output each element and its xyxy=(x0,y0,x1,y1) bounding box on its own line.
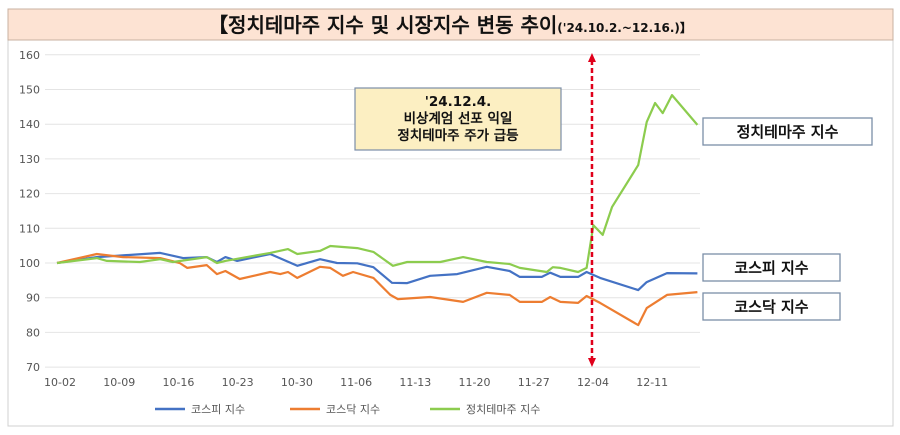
x-tick-label: 11-27 xyxy=(518,376,550,389)
x-tick-label: 10-02 xyxy=(44,376,76,389)
annotation-box xyxy=(354,87,562,151)
end-label: 코스닥 지수 xyxy=(734,298,808,316)
x-tick-label: 10-09 xyxy=(103,376,135,389)
y-tick-label: 70 xyxy=(26,361,40,374)
chart-title: 【정치테마주 지수 및 시장지수 변동 추이('24.10.2.~12.16.)… xyxy=(208,13,692,37)
end-label-box xyxy=(702,117,873,146)
annotation-text: 정치테마주 주가 급등 xyxy=(397,127,518,144)
y-axis: 70 80 90 100 110 120 130 140 150 160 xyxy=(19,49,40,374)
y-tick-label: 110 xyxy=(19,222,40,235)
arrow-down-icon xyxy=(587,358,596,367)
y-tick-label: 90 xyxy=(26,292,40,305)
annotation-text: '24.12.4. xyxy=(425,94,492,110)
x-tick-label: 11-06 xyxy=(340,376,372,389)
x-tick-label: 10-16 xyxy=(162,376,194,389)
y-tick-label: 140 xyxy=(19,118,40,131)
arrow-up-icon xyxy=(587,53,596,62)
y-tick-label: 160 xyxy=(19,49,40,62)
y-tick-label: 120 xyxy=(19,188,40,201)
x-tick-label: 12-11 xyxy=(636,376,668,389)
legend-label: 정치테마주 지수 xyxy=(466,403,540,416)
legend-label: 코스피 지수 xyxy=(191,403,245,416)
x-tick-label: 10-23 xyxy=(222,376,254,389)
x-tick-label: 10-30 xyxy=(281,376,313,389)
annotation-text: 비상계엄 선포 익일 xyxy=(404,110,513,127)
end-label-box xyxy=(702,253,841,282)
end-label-box xyxy=(702,292,841,321)
series-line-2 xyxy=(56,93,699,274)
y-tick-label: 130 xyxy=(19,153,40,166)
x-tick-label: 11-20 xyxy=(459,376,491,389)
legend-label: 코스닥 지수 xyxy=(326,403,380,416)
x-tick-label: 12-04 xyxy=(577,376,609,389)
y-tick-label: 100 xyxy=(19,257,40,270)
legend: 코스피 지수 코스닥 지수 정치테마주 지수 xyxy=(155,403,540,416)
series-lines xyxy=(56,93,699,327)
end-label: 코스피 지수 xyxy=(734,259,808,277)
title-banner xyxy=(7,8,894,41)
y-tick-label: 150 xyxy=(19,84,40,97)
y-tick-label: 80 xyxy=(26,326,40,339)
end-label: 정치테마주 지수 xyxy=(737,123,839,141)
x-axis: 10-02 10-09 10-16 10-23 10-30 11-06 11-13 11-20… xyxy=(44,376,668,389)
x-tick-label: 11-13 xyxy=(399,376,431,389)
series-line-1 xyxy=(56,252,698,327)
